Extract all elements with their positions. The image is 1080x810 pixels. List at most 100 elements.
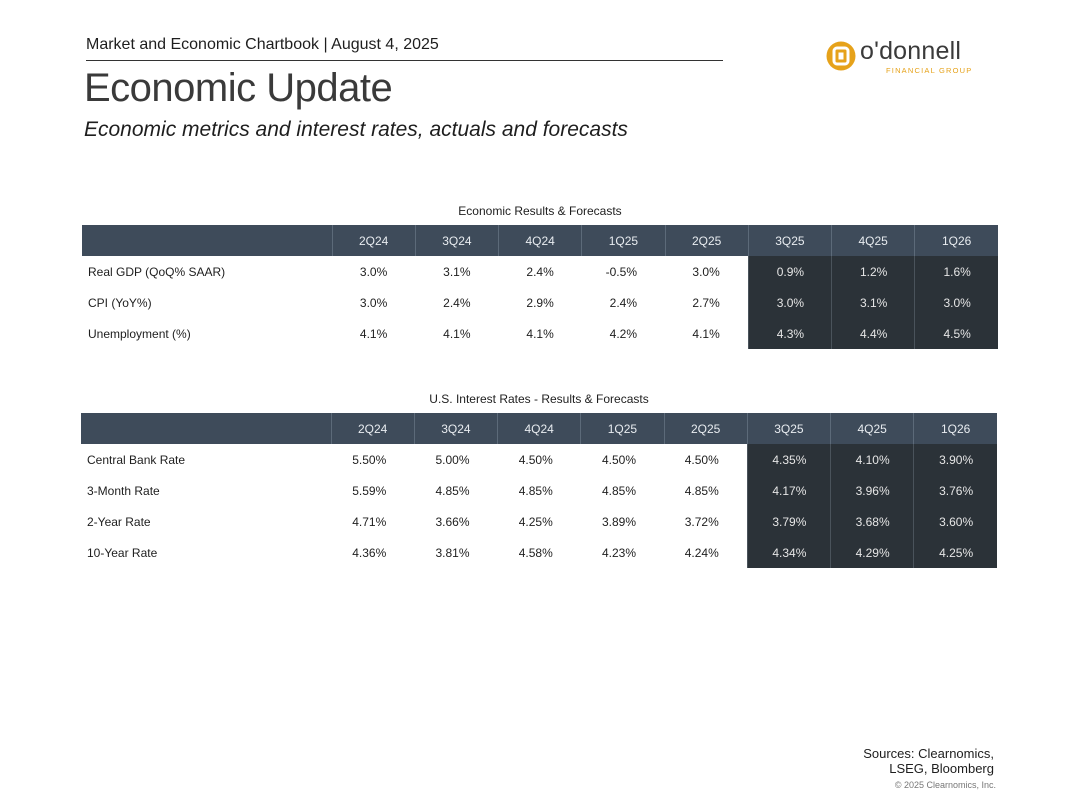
forecast-cell: 3.90% <box>913 444 997 475</box>
value-cell: 2.9% <box>526 295 554 310</box>
sources-line-1: Sources: Clearnomics, <box>863 746 994 761</box>
value-cell: 3.0% <box>359 264 388 279</box>
forecast-cell: 0.9% <box>747 256 832 287</box>
logo-mark-icon <box>826 41 856 71</box>
forecast-cell: 4.25% <box>913 537 997 568</box>
forecast-cell: 4.10% <box>829 444 914 475</box>
column-header: 2Q25 <box>663 413 748 444</box>
logo-subtitle: FINANCIAL GROUP <box>886 66 973 75</box>
logo-wordmark: o'donnell <box>860 37 962 65</box>
column-header: 4Q25 <box>829 413 914 444</box>
header-blank-cell <box>81 413 331 444</box>
table-header-row: 2Q24 3Q24 4Q24 1Q25 2Q25 3Q25 4Q25 1Q26 <box>81 413 997 444</box>
column-header: 2Q24 <box>330 413 415 444</box>
forecast-cell: 3.60% <box>913 506 997 537</box>
forecast-cell: 3.76% <box>913 475 997 506</box>
forecast-cell: 4.5% <box>914 318 998 349</box>
value-cell: 4.85% <box>684 483 719 498</box>
forecast-cell: 3.1% <box>830 287 915 318</box>
value-cell: 4.58% <box>518 545 553 560</box>
value-cell: 4.50% <box>601 452 636 467</box>
value-cell: 4.50% <box>518 452 553 467</box>
value-cell: 2.4% <box>609 295 637 310</box>
table-header-row: 2Q24 3Q24 4Q24 1Q25 2Q25 3Q25 4Q25 1Q26 <box>82 225 998 256</box>
forecast-cell: 4.17% <box>746 475 831 506</box>
economic-results-table: 2Q24 3Q24 4Q24 1Q25 2Q25 3Q25 4Q25 1Q26 Real GD… <box>82 225 998 349</box>
column-header: 4Q24 <box>497 225 582 256</box>
copyright-note: © 2025 Clearnomics, Inc. <box>894 780 996 790</box>
forecast-cell: 4.35% <box>746 444 831 475</box>
column-header: 2Q25 <box>664 225 749 256</box>
value-cell: 4.2% <box>609 326 637 341</box>
interest-rates-table: 2Q24 3Q24 4Q24 1Q25 2Q25 3Q25 4Q25 1Q26 Central… <box>81 413 997 568</box>
column-header: 1Q26 <box>913 413 997 444</box>
column-header: 1Q26 <box>914 225 998 256</box>
value-cell: 5.59% <box>352 483 387 498</box>
forecast-cell: 4.29% <box>829 537 914 568</box>
value-cell: 4.25% <box>518 514 553 529</box>
table-row: Real GDP (QoQ% SAAR) 3.0% 3.1% 2.4% -0.5% 3.0… <box>82 256 998 287</box>
row-label: 2-Year Rate <box>87 514 151 529</box>
column-header: 3Q24 <box>413 413 498 444</box>
column-header: 4Q25 <box>830 225 915 256</box>
column-header: 1Q25 <box>581 225 665 256</box>
value-cell: 3.66% <box>435 514 470 529</box>
value-cell: 4.23% <box>601 545 636 560</box>
value-cell: 5.50% <box>352 452 387 467</box>
column-header: 1Q25 <box>580 413 664 444</box>
chartbook-header: Market and Economic Chartbook | August 4… <box>86 36 439 53</box>
forecast-cell: 3.79% <box>746 506 831 537</box>
row-label: Central Bank Rate <box>87 452 186 467</box>
value-cell: 4.1% <box>692 326 720 341</box>
value-cell: 4.85% <box>435 483 470 498</box>
column-header: 4Q24 <box>496 413 581 444</box>
forecast-cell: 1.2% <box>830 256 915 287</box>
value-cell: 2.7% <box>692 295 720 310</box>
forecast-cell: 3.68% <box>829 506 914 537</box>
economic-table-title: Economic Results & Forecasts <box>458 204 622 218</box>
table-row: CPI (YoY%) 3.0% 2.4% 2.9% 2.4% 2.7% 3.0% 3.1% 3.… <box>82 287 998 318</box>
value-cell: -0.5% <box>605 264 637 279</box>
row-label: 10-Year Rate <box>87 545 158 560</box>
forecast-cell: 3.96% <box>829 475 914 506</box>
header-blank-cell <box>82 225 332 256</box>
value-cell: 3.0% <box>692 264 720 279</box>
value-cell: 4.85% <box>518 483 553 498</box>
value-cell: 4.1% <box>526 326 554 341</box>
value-cell: 4.71% <box>352 514 387 529</box>
row-label: Real GDP (QoQ% SAAR) <box>88 264 226 279</box>
value-cell: 3.89% <box>601 514 636 529</box>
value-cell: 2.4% <box>526 264 554 279</box>
value-cell: 3.81% <box>435 545 470 560</box>
row-label: Unemployment (%) <box>88 326 191 341</box>
value-cell: 4.50% <box>684 452 719 467</box>
value-cell: 2.4% <box>443 295 471 310</box>
forecast-cell: 1.6% <box>914 256 998 287</box>
row-label: 3-Month Rate <box>87 483 160 498</box>
table-row: Central Bank Rate 5.50% 5.00% 4.50% 4.50% 4.5… <box>81 444 997 475</box>
forecast-cell: 4.4% <box>830 318 915 349</box>
table-row: 2-Year Rate 4.71% 3.66% 4.25% 3.89% 3.72% 3.79… <box>81 506 997 537</box>
forecast-cell: 3.0% <box>747 287 832 318</box>
value-cell: 3.0% <box>359 295 388 310</box>
value-cell: 4.1% <box>359 326 388 341</box>
company-logo: o'donnell FINANCIAL GROUP <box>826 37 986 76</box>
table-row: 3-Month Rate 5.59% 4.85% 4.85% 4.85% 4.85% 4.1… <box>81 475 997 506</box>
row-label: CPI (YoY%) <box>88 295 152 310</box>
page-subtitle: Economic metrics and interest rates, act… <box>84 118 628 141</box>
table-row: 10-Year Rate 4.36% 3.81% 4.58% 4.23% 4.24% 4.3… <box>81 537 997 568</box>
value-cell: 3.1% <box>443 264 471 279</box>
column-header: 3Q25 <box>747 225 832 256</box>
header-divider <box>86 60 723 61</box>
sources-line-2: LSEG, Bloomberg <box>889 761 994 776</box>
value-cell: 4.1% <box>443 326 471 341</box>
value-cell: 5.00% <box>435 452 470 467</box>
column-header: 3Q25 <box>746 413 831 444</box>
value-cell: 4.24% <box>684 545 719 560</box>
forecast-cell: 4.3% <box>747 318 832 349</box>
page-title: Economic Update <box>84 66 393 110</box>
forecast-cell: 4.34% <box>746 537 831 568</box>
column-header: 3Q24 <box>414 225 499 256</box>
forecast-cell: 3.0% <box>914 287 998 318</box>
value-cell: 3.72% <box>684 514 719 529</box>
